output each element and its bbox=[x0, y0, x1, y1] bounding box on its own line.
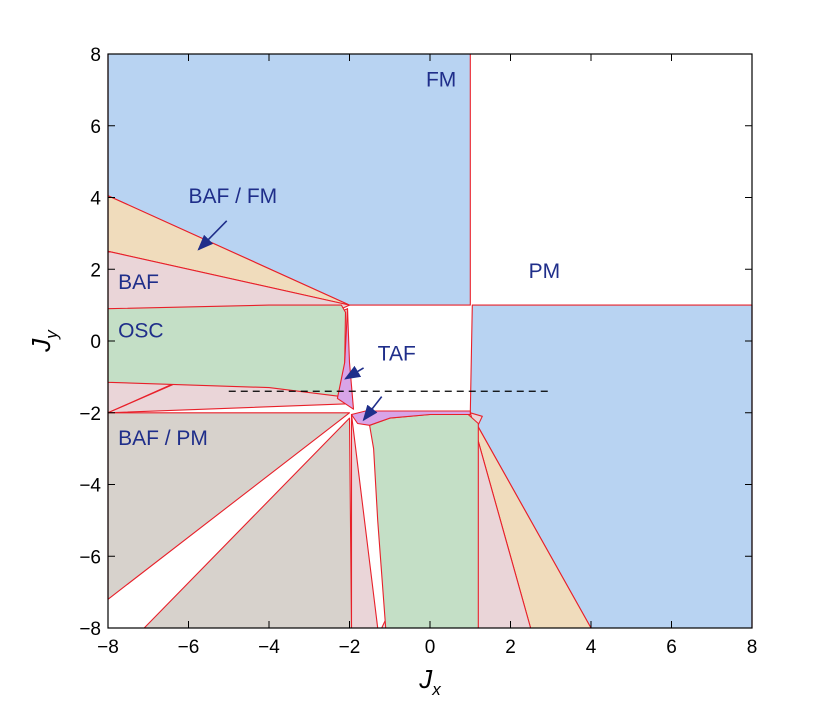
y-tick-label: −6 bbox=[79, 547, 101, 568]
region-taf-2 bbox=[350, 410, 471, 426]
y-axis-label: Jy bbox=[26, 329, 61, 353]
region-taf-1 bbox=[336, 308, 355, 410]
x-tick-label: 6 bbox=[666, 637, 677, 658]
x-tick-label: −8 bbox=[97, 637, 119, 658]
arrow-baf-fm bbox=[197, 220, 228, 251]
x-tick-label: 2 bbox=[505, 637, 516, 658]
label-taf: TAF bbox=[378, 343, 416, 366]
y-tick-label: 2 bbox=[90, 260, 101, 281]
ticks-layer: −8 −6 −4 −2 0 2 4 6 8 −8 −6 −4 −2 0 2 4 6 8 bbox=[79, 45, 757, 658]
y-tick-label: −2 bbox=[79, 404, 101, 425]
x-tick-label: 8 bbox=[747, 637, 758, 658]
arrow-layer bbox=[197, 220, 383, 422]
y-tick-label: 4 bbox=[90, 189, 101, 210]
label-baf-pm: BAF / PM bbox=[118, 427, 208, 450]
region-labels-layer: FM PM BAF / FM BAF OSC TAF BAF / PM bbox=[118, 68, 560, 450]
x-tick-label: 0 bbox=[425, 637, 436, 658]
label-osc: OSC bbox=[118, 319, 164, 342]
y-tick-label: 6 bbox=[90, 117, 101, 138]
y-tick-label: 8 bbox=[90, 45, 101, 66]
y-tick-label: −8 bbox=[79, 619, 101, 640]
label-baf-fm: BAF / FM bbox=[189, 185, 278, 208]
x-tick-label: 4 bbox=[586, 637, 597, 658]
region-osc-2 bbox=[369, 413, 479, 629]
x-tick-label: −2 bbox=[339, 637, 361, 658]
arrow-taf-upper bbox=[344, 365, 364, 380]
y-tick-label: 0 bbox=[90, 332, 101, 353]
label-fm: FM bbox=[426, 68, 456, 91]
label-baf: BAF bbox=[118, 271, 159, 294]
y-tick-label: −4 bbox=[79, 476, 101, 497]
x-axis-label: Jx bbox=[418, 664, 441, 699]
regions-layer bbox=[107, 53, 753, 629]
x-tick-label: −6 bbox=[178, 637, 200, 658]
x-tick-label: −4 bbox=[258, 637, 280, 658]
label-pm: PM bbox=[529, 260, 561, 283]
arrow-taf-lower bbox=[362, 396, 383, 422]
